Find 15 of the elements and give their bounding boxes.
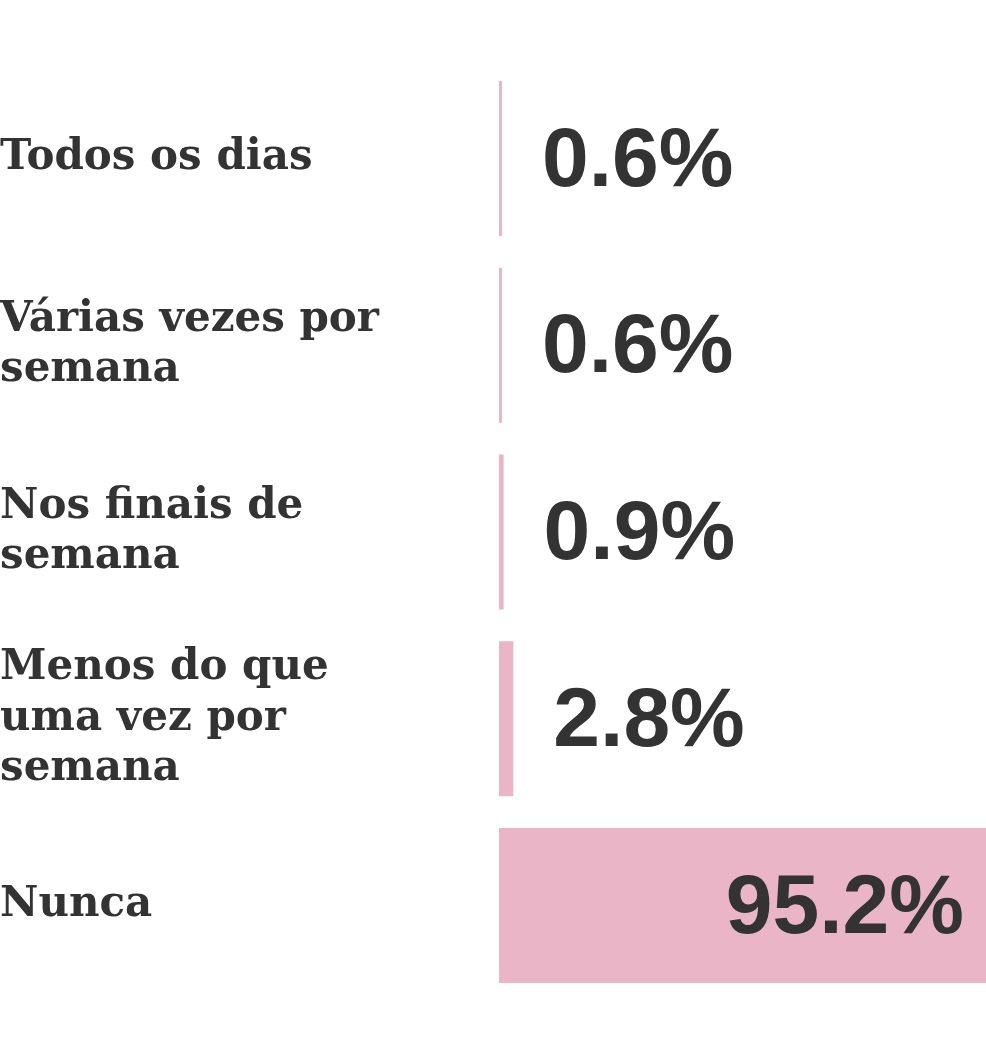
data-label: 0.6% bbox=[542, 296, 734, 391]
bar bbox=[499, 81, 503, 237]
y-tick-label: Nos finais de semana bbox=[0, 478, 304, 579]
y-tick-label: Várias vezes por semana bbox=[0, 291, 380, 392]
data-label: 0.9% bbox=[543, 483, 736, 578]
y-tick-label: Nunca bbox=[0, 877, 153, 927]
data-label: 95.2% bbox=[725, 856, 964, 951]
y-tick-label: Todos os dias bbox=[0, 130, 313, 180]
bar bbox=[499, 827, 986, 983]
bar bbox=[499, 267, 503, 423]
data-label: 0.6% bbox=[542, 109, 734, 204]
bar bbox=[499, 641, 514, 797]
y-tick-label: Menos do que uma vez por semana bbox=[0, 640, 329, 791]
data-label: 2.8% bbox=[553, 669, 745, 764]
bar bbox=[499, 454, 504, 610]
